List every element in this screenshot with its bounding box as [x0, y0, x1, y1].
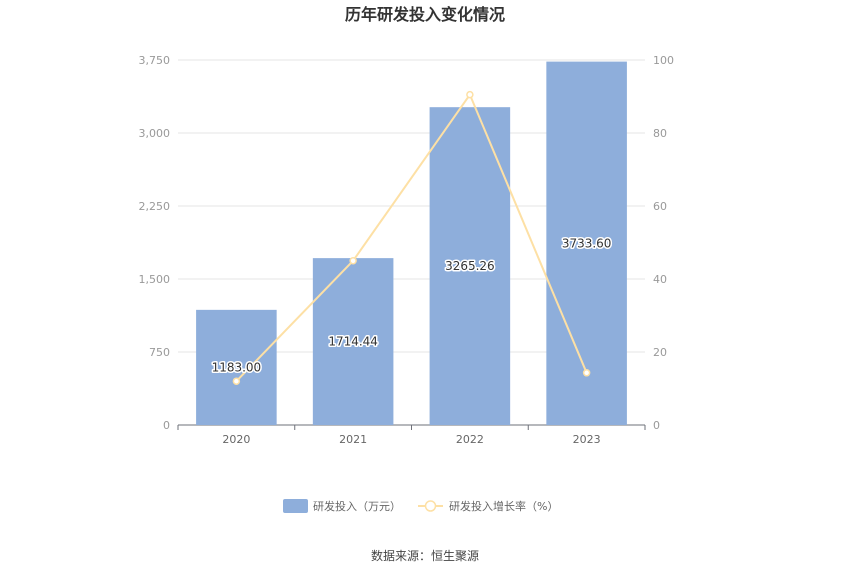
line-series [232, 90, 591, 385]
x-tick-label: 2020 [222, 433, 250, 446]
y-axis-right: 0 20 40 60 80 100 [653, 54, 674, 432]
bar-value-label: 3265.26 [445, 259, 495, 273]
y-right-tick-label: 100 [653, 54, 674, 67]
bar-series [196, 61, 627, 426]
growth-line [235, 92, 588, 382]
bar-value-label: 1183.00 [212, 360, 262, 374]
line-point [232, 377, 241, 385]
x-tick-label: 2022 [456, 433, 484, 446]
y-right-tick-label: 80 [653, 127, 667, 140]
y-right-tick-label: 0 [653, 419, 660, 432]
y-right-tick-label: 20 [653, 346, 667, 359]
y-right-tick-label: 60 [653, 200, 667, 213]
legend-bar-swatch[interactable] [283, 499, 308, 513]
y-left-tick-label: 3,750 [139, 54, 171, 67]
x-tick-label: 2023 [573, 433, 601, 446]
bar [546, 61, 627, 426]
y-left-tick-label: 2,250 [139, 200, 171, 213]
data-source: 数据来源：恒生聚源 [371, 548, 479, 563]
line-point [466, 90, 474, 99]
chart-title: 历年研发投入变化情况 [345, 5, 505, 24]
legend-line-label[interactable]: 研发投入增长率（%） [449, 499, 558, 513]
bar-data-labels: 1183.00 1714.44 3265.26 3733.60 [210, 235, 613, 376]
bar [196, 309, 277, 425]
y-left-tick-label: 3,000 [139, 127, 171, 140]
legend-bar-label[interactable]: 研发投入（万元） [313, 499, 401, 513]
legend-line-marker[interactable] [424, 500, 437, 512]
x-axis: 2020 2021 2022 2023 [177, 425, 646, 446]
y-left-tick-label: 0 [163, 419, 170, 432]
line-point [582, 369, 591, 377]
line-point [349, 257, 357, 265]
y-axis-left: 0 750 1,500 2,250 3,000 3,750 [139, 54, 171, 432]
x-tick-label: 2021 [339, 433, 367, 446]
bar-value-label: 3733.60 [562, 236, 612, 250]
bar [312, 258, 394, 425]
y-left-tick-label: 750 [149, 346, 170, 359]
legend[interactable]: 研发投入（万元） 研发投入增长率（%） [283, 499, 558, 513]
y-right-tick-label: 40 [653, 273, 667, 286]
y-left-tick-label: 1,500 [139, 273, 171, 286]
bar-value-label: 1714.44 [328, 335, 378, 349]
